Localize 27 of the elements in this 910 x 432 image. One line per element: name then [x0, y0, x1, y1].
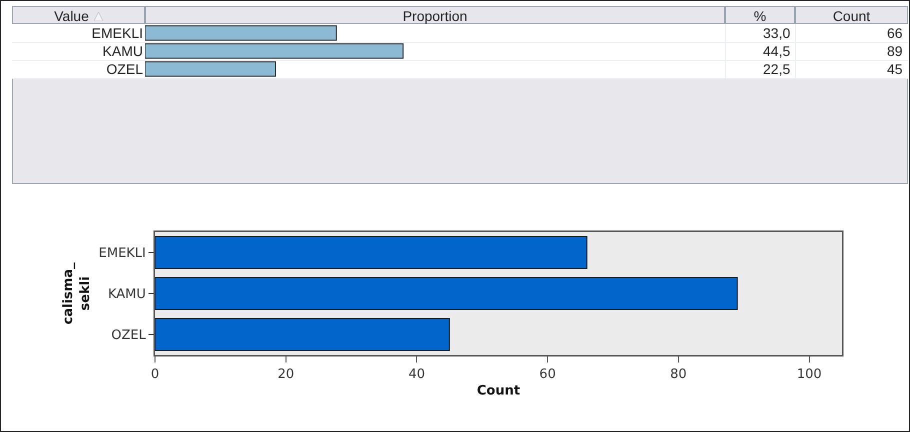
data-label: 44,5 [763, 43, 790, 59]
text: 66 [887, 25, 903, 41]
text: 89 [887, 43, 903, 59]
data-label: 33,0 [763, 25, 790, 41]
y-tick-label: EMEKLI [98, 246, 146, 262]
y-tick-label: OZEL [106, 60, 144, 77]
x-tick-label: 40 [408, 367, 425, 382]
bar [155, 236, 588, 269]
data-label: 22,5 [763, 61, 790, 77]
y-tick-label: EMEKLI [92, 24, 143, 41]
x-axis-title: Proportion [145, 6, 725, 24]
bar [155, 277, 738, 310]
y-axis-title: Value [12, 6, 145, 24]
y-axis-title: calisma_ sekli [60, 262, 93, 324]
text: 45 [887, 61, 903, 77]
x-tick-label: 20 [278, 367, 294, 382]
text: Count [795, 6, 908, 24]
y-tick-label: KAMU [102, 42, 143, 59]
x-tick-label: 100 [796, 367, 822, 382]
x-tick-label: 80 [670, 367, 687, 382]
x-tick-label: 60 [539, 367, 556, 382]
text: % [725, 6, 795, 24]
y-tick-label: KAMU [108, 287, 146, 302]
bar [155, 318, 450, 351]
x-tick-label: 0 [150, 367, 160, 382]
x-axis-title: Count [476, 383, 520, 398]
y-tick-label: OZEL [111, 328, 147, 344]
